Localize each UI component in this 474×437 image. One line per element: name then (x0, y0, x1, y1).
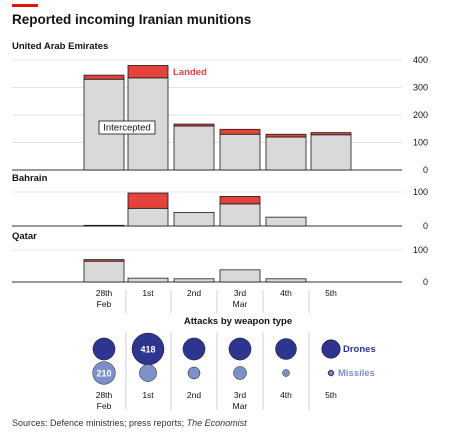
bubble-value-label: 210 (96, 369, 111, 379)
bubble-missiles-28th-feb (92, 361, 116, 385)
y-tick-label: 200 (413, 110, 428, 120)
bar-landed-4th (265, 133, 307, 138)
y-tick-label: 400 (413, 55, 428, 65)
bar-landed-3rd-mar (219, 196, 261, 205)
annotation-intercepted-box (98, 120, 156, 135)
bar-intercepted-2nd (173, 211, 215, 227)
bubble-missiles-1st (139, 364, 157, 382)
panel-label-bahrain: Bahrain (12, 173, 48, 184)
bar-intercepted-5th (310, 134, 352, 171)
bubble-x-label-28th-feb: 28th (96, 390, 113, 400)
source-note: Sources: Defence ministries; press repor… (12, 418, 247, 428)
source-text: Sources: Defence ministries; press repor… (12, 418, 185, 428)
x-tick-label-3rd-mar: 3rd (234, 288, 247, 298)
x-tick-label-2nd: 2nd (187, 288, 201, 298)
y-tick-label: 100 (413, 245, 428, 255)
bubble-x-label-2nd: 2nd (187, 390, 201, 400)
source-publication: The Economist (186, 418, 247, 428)
bar-landed-28th-feb (83, 74, 125, 80)
bubble-drones-4th (275, 338, 297, 360)
y-tick-label: 0 (423, 165, 428, 175)
bar-intercepted-1st (127, 207, 169, 227)
y-tick-label: 300 (413, 83, 428, 93)
legend-missiles-marker (328, 370, 334, 376)
bar-intercepted-2nd (173, 278, 215, 283)
panel-label-united-arab-emirates: United Arab Emirates (12, 41, 108, 52)
annotation-landed: Landed (173, 67, 207, 78)
y-tick-label: 0 (423, 277, 428, 287)
y-tick-label: 100 (413, 138, 428, 148)
bar-landed-3rd-mar (219, 128, 261, 135)
x-tick-label-1st: 1st (142, 288, 154, 298)
x-tick-label-5th: 5th (325, 288, 337, 298)
bubble-drones-2nd (182, 337, 206, 361)
bubble-x-label-3rd-mar: 3rd (234, 390, 247, 400)
bar-intercepted-3rd-mar (219, 269, 261, 283)
bar-intercepted-1st (127, 277, 169, 283)
bar-intercepted-28th-feb (83, 224, 125, 227)
bubble-x-label-4th: 4th (280, 390, 292, 400)
bar-intercepted-3rd-mar (219, 133, 261, 171)
bar-intercepted-2nd (173, 125, 215, 171)
bubble-panel-title: Attacks by weapon type (184, 316, 292, 327)
bubble-missiles-4th (282, 369, 290, 377)
bubble-x-label-1st: 1st (142, 390, 154, 400)
annotation-intercepted: Intercepted (103, 123, 151, 134)
bar-intercepted-3rd-mar (219, 203, 261, 227)
x-tick-sublabel-3rd-mar: Mar (233, 299, 248, 309)
legend-missiles-label: Missiles (338, 368, 375, 379)
x-tick-label-28th-feb: 28th (96, 288, 113, 298)
bar-intercepted-4th (265, 216, 307, 227)
title-accent-bar (12, 4, 38, 7)
bubble-value-label: 418 (140, 345, 155, 355)
y-tick-label: 100 (413, 187, 428, 197)
bar-landed-1st (127, 65, 169, 79)
x-tick-label-4th: 4th (280, 288, 292, 298)
bubble-missiles-3rd-mar (233, 366, 247, 380)
legend-drones-marker (321, 339, 341, 359)
legend-drones-label: Drones (343, 344, 376, 355)
panel-label-qatar: Qatar (12, 231, 37, 242)
bar-intercepted-4th (265, 136, 307, 171)
bar-landed-5th (310, 132, 352, 136)
x-tick-sublabel-28th-feb: Feb (97, 299, 112, 309)
bubble-x-label-5th: 5th (325, 390, 337, 400)
chart-title: Reported incoming Iranian munitions (12, 12, 252, 27)
y-tick-label: 0 (423, 221, 428, 231)
bubble-missiles-2nd (187, 366, 201, 380)
bar-landed-1st (127, 192, 169, 209)
bar-intercepted-28th-feb (83, 260, 125, 283)
bubble-x-sublabel-3rd-mar: Mar (233, 401, 248, 411)
bar-landed-2nd (173, 123, 215, 127)
bar-intercepted-4th (265, 278, 307, 283)
bubble-drones-3rd-mar (228, 337, 252, 361)
bubble-drones-28th-feb (92, 337, 116, 361)
bubble-x-sublabel-28th-feb: Feb (97, 401, 112, 411)
bar-landed-28th-feb (83, 259, 125, 262)
